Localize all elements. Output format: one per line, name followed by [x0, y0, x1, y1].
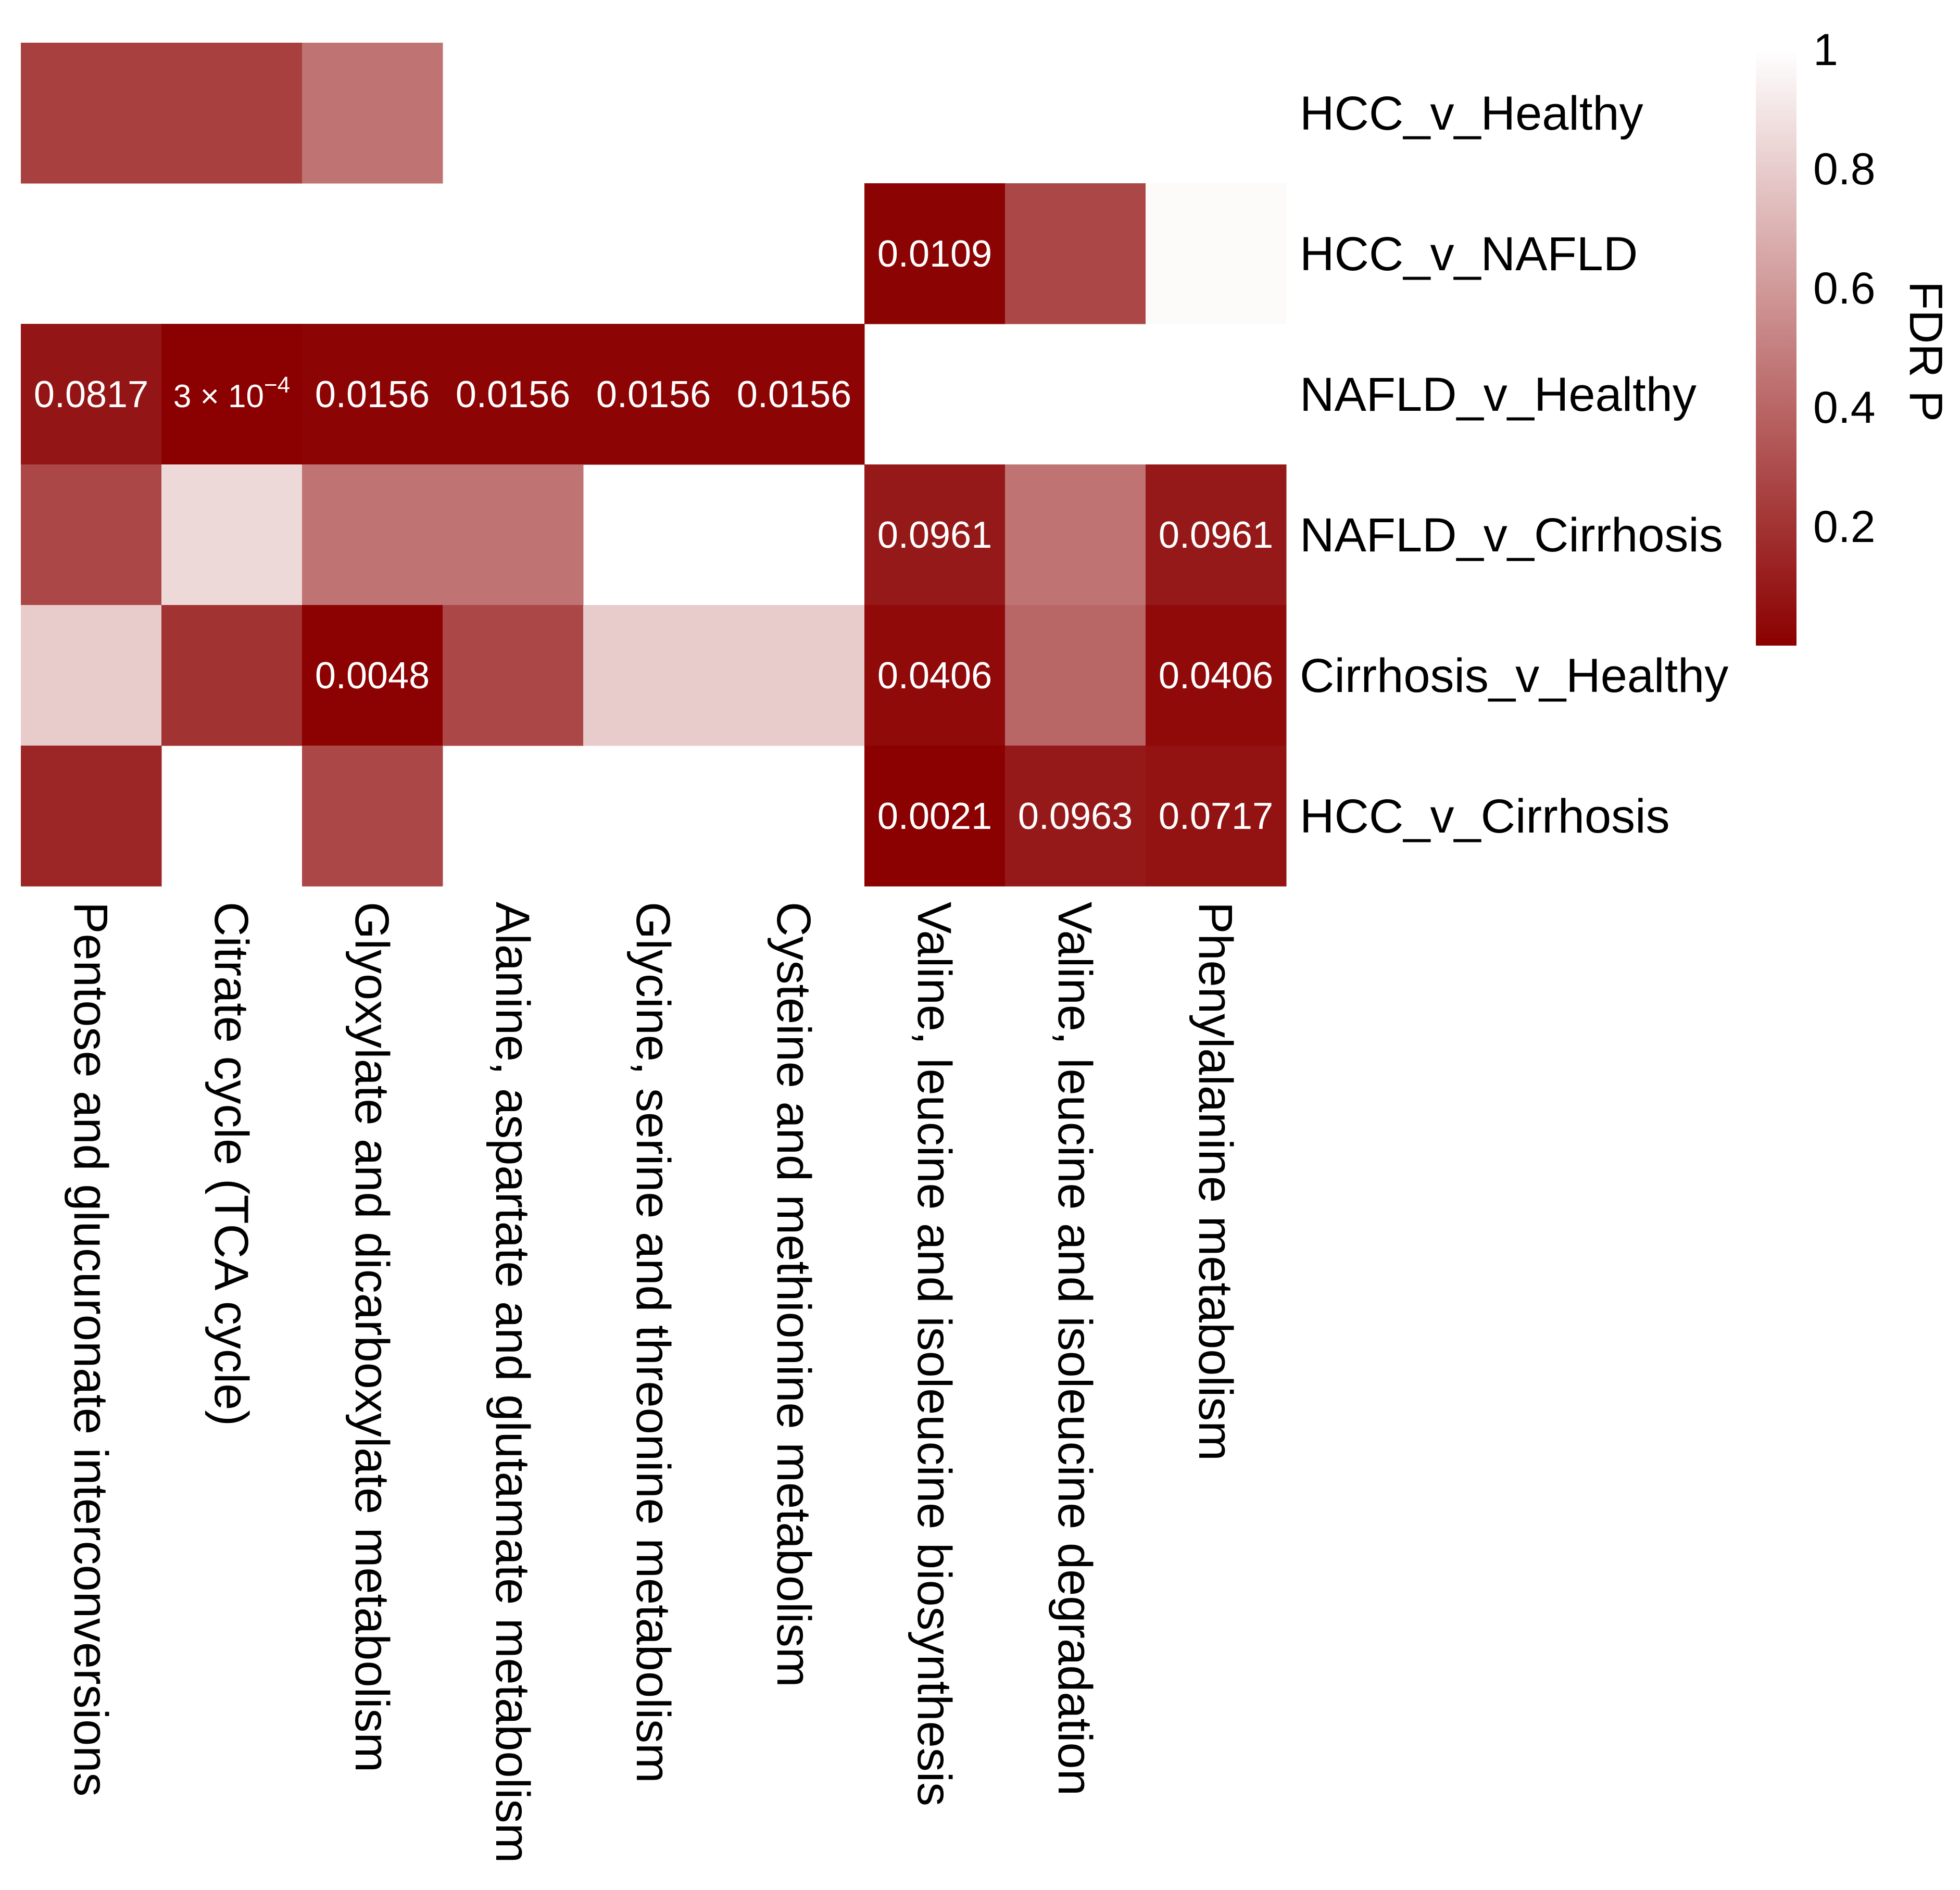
heatmap-cell-r1-c8 [1146, 183, 1287, 324]
row-label-nafld-v-cirrhosis: NAFLD_v_Cirrhosis [1300, 509, 1723, 562]
heatmap-cell-r4-c3 [443, 605, 584, 746]
cell-label-r3-c6: 0.0961 [877, 514, 992, 556]
heatmap-cell-r3-c8 [1146, 464, 1287, 606]
row-label-nafld-v-healthy: NAFLD_v_Healthy [1300, 368, 1697, 421]
heatmap-cell-r1-c7 [1005, 183, 1146, 324]
legend-colorbar [1756, 49, 1796, 646]
heatmap-cell-r4-c6 [864, 605, 1006, 746]
column-labels: Pentose and glucuronate interconversions… [64, 902, 1242, 1863]
cell-label-r3-c8: 0.0961 [1159, 514, 1273, 556]
row-labels: HCC_v_Healthy HCC_v_NAFLD NAFLD_v_Healthy N… [1300, 87, 1728, 843]
heatmap-cell-r5-c2 [302, 746, 443, 887]
heatmap-cell-r2-c0 [21, 324, 162, 465]
heatmap-cell-r2-c3 [443, 324, 584, 465]
row-label-hcc-v-healthy: HCC_v_Healthy [1300, 87, 1643, 140]
cell-label-r2-c4: 0.0156 [596, 374, 711, 415]
cell-label-r5-c6: 0.0021 [877, 796, 992, 837]
heatmap-cell-r5-c7 [1005, 746, 1146, 887]
heatmap-cell-r0-c0 [21, 43, 162, 184]
heatmap-cell-r1-c6 [864, 183, 1006, 324]
row-label-hcc-v-nafld: HCC_v_NAFLD [1300, 228, 1638, 281]
cell-label-r2-c2: 0.0156 [315, 374, 430, 415]
heatmap-cell-r5-c8 [1146, 746, 1287, 887]
heatmap-cell-r4-c4 [583, 605, 724, 746]
column-label-glycine-serine-and-threonine-metabolism: Glycine, serine and threonine metabolism [626, 902, 680, 1783]
heatmap-cell-r4-c5 [724, 605, 865, 746]
heatmap-cell-r0-c1 [161, 43, 303, 184]
heatmap-cell-r0-c2 [302, 43, 443, 184]
column-label-citrate-cycle-tca-cycle: Citrate cycle (TCA cycle) [205, 902, 258, 1426]
heatmap-cell-r3-c1 [161, 464, 303, 606]
row-label-cirrhosis-v-healthy: Cirrhosis_v_Healthy [1300, 649, 1728, 702]
row-label-hcc-v-cirrhosis: HCC_v_Cirrhosis [1300, 790, 1670, 843]
cell-label-r4-c6: 0.0406 [877, 655, 992, 697]
legend-tick-0-6: 0.6 [1813, 263, 1876, 313]
legend-tick-1: 1 [1813, 25, 1838, 75]
heatmap-cell-r2-c4 [583, 324, 724, 465]
heatmap-cell-r3-c7 [1005, 464, 1146, 606]
legend-title: FDR P [1900, 281, 1952, 422]
heatmap-cell-r5-c0 [21, 746, 162, 887]
legend-tick-labels: 1 0.8 0.6 0.4 0.2 [1813, 25, 1876, 552]
cell-label-r5-c7: 0.0963 [1018, 796, 1133, 837]
column-label-cysteine-and-methionine-metabolism: Cysteine and methionine metabolism [767, 902, 820, 1687]
heatmap-cell-r4-c7 [1005, 605, 1146, 746]
color-legend: 1 0.8 0.6 0.4 0.2 FDR P [1756, 25, 1952, 646]
heatmap-cell-r4-c0 [21, 605, 162, 746]
heatmap-cell-r4-c1 [161, 605, 303, 746]
heatmap-cell-r3-c0 [21, 464, 162, 606]
column-label-valine-leucine-and-isoleucine-biosynthesis: Valine, leucine and isoleucine biosynthe… [908, 902, 961, 1806]
legend-tick-0-8: 0.8 [1813, 144, 1876, 194]
legend-tick-0-4: 0.4 [1813, 383, 1876, 433]
heatmap-cells [21, 43, 1287, 887]
cell-label-r2-c5: 0.0156 [737, 374, 851, 415]
cell-label-r4-c8: 0.0406 [1159, 655, 1273, 697]
heatmap-cell-r2-c2 [302, 324, 443, 465]
heatmap-cell-r3-c6 [864, 464, 1006, 606]
heatmap-cell-r4-c2 [302, 605, 443, 746]
cell-label-r5-c8: 0.0717 [1159, 796, 1273, 837]
heatmap-cell-r3-c3 [443, 464, 584, 606]
heatmap-cell-r2-c5 [724, 324, 865, 465]
column-label-glyoxylate-and-dicarboxylate-metabolism: Glyoxylate and dicarboxylate metabolism [345, 902, 398, 1772]
cell-label-r2-c0: 0.0817 [34, 374, 148, 415]
cell-label-exponent: −4 [264, 372, 290, 398]
legend-tick-0-2: 0.2 [1813, 502, 1876, 552]
heatmap-cell-r2-c1 [161, 324, 303, 465]
heatmap-cell-r3-c2 [302, 464, 443, 606]
cell-label-r1-c6: 0.0109 [877, 233, 992, 275]
column-label-pentose-and-glucuronate-interconversions: Pentose and glucuronate interconversions [64, 902, 117, 1796]
cell-label-r2-c3: 0.0156 [456, 374, 570, 415]
cell-label-r4-c2: 0.0048 [315, 655, 430, 697]
heatmap-cell-r4-c8 [1146, 605, 1287, 746]
column-label-valine-leucine-and-isoleucine-degradation: Valine, leucine and isoleucine degradati… [1048, 902, 1101, 1796]
column-label-alanine-aspartate-and-glutamate-metabolism: Alanine, aspartate and glutamate metabol… [486, 902, 539, 1863]
heatmap-cell-r5-c6 [864, 746, 1006, 887]
column-label-phenylalanine-metabolism: Phenylalanine metabolism [1189, 902, 1242, 1461]
